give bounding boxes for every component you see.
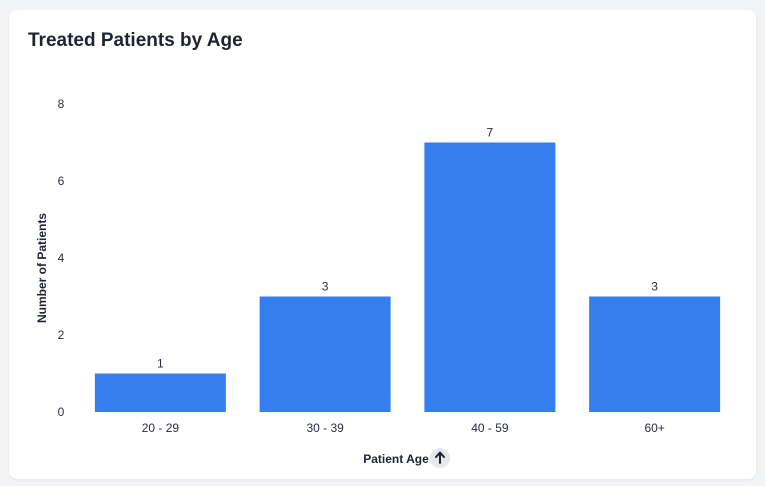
bar-value-label: 7 — [487, 126, 494, 140]
bar[interactable] — [589, 296, 721, 413]
bar-value-label: 1 — [157, 357, 164, 371]
chart-title: Treated Patients by Age — [28, 30, 243, 51]
arrow-up-icon — [435, 451, 445, 464]
y-tick-label: 8 — [58, 97, 65, 111]
y-tick-label: 4 — [58, 251, 65, 265]
x-axis-title: Patient Age — [363, 452, 429, 466]
bars — [94, 142, 721, 413]
x-tick-label: 40 - 59 — [471, 421, 509, 435]
y-axis: 0 2 4 6 8 — [58, 97, 65, 419]
y-axis-title: Number of Patients — [35, 213, 49, 323]
y-tick-label: 2 — [58, 328, 65, 342]
sort-ascending-button[interactable] — [430, 448, 450, 468]
y-tick-label: 0 — [58, 405, 65, 419]
x-tick-label: 30 - 39 — [306, 421, 344, 435]
bar[interactable] — [424, 142, 556, 413]
y-tick-label: 6 — [58, 174, 65, 188]
x-tick-label: 60+ — [644, 421, 664, 435]
bar[interactable] — [259, 296, 391, 413]
x-tick-label: 20 - 29 — [142, 421, 180, 435]
x-axis: 20 - 29 30 - 39 40 - 59 60+ — [142, 421, 665, 435]
bar-value-label: 3 — [651, 280, 658, 294]
data-labels: 1 3 7 3 — [157, 126, 658, 371]
bar[interactable] — [94, 373, 226, 413]
bar-value-label: 3 — [322, 280, 329, 294]
x-axis-title-group[interactable]: Patient Age — [363, 448, 450, 468]
